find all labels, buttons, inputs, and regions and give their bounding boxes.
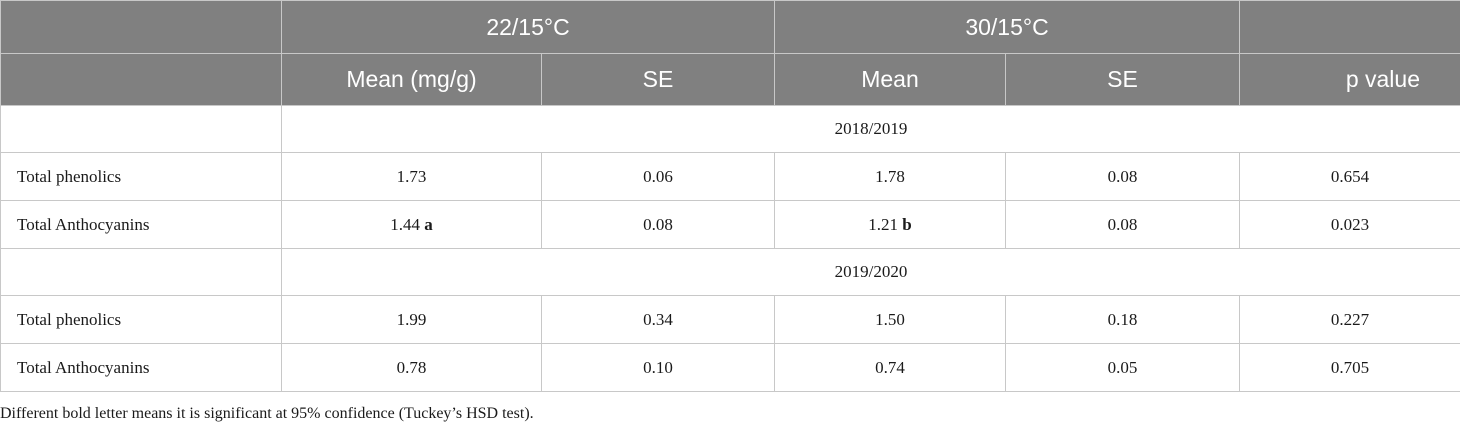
season-blank-cell	[0, 105, 282, 153]
se-30-cell: 0.05	[1005, 343, 1240, 392]
p-value-cell: 0.705	[1239, 343, 1460, 392]
mean-30-cell: 1.78	[774, 152, 1006, 201]
table-row: Total phenolics 1.99 0.34 1.50 0.18 0.22…	[0, 295, 1460, 344]
mean-22-cell: 1.73	[281, 152, 542, 201]
se-22-cell: 0.10	[541, 343, 775, 392]
season-blank-cell	[0, 248, 282, 296]
row-label: Total phenolics	[0, 152, 282, 201]
header-mean-30: Mean	[774, 53, 1006, 106]
se-22-cell: 0.34	[541, 295, 775, 344]
se-22-cell: 0.06	[541, 152, 775, 201]
significance-letter: a	[424, 214, 433, 234]
header-row-columns: Mean (mg/g) SE Mean SE p value	[0, 53, 1460, 106]
se-30-cell: 0.08	[1005, 152, 1240, 201]
season-label: 2019/2020	[281, 248, 1460, 296]
header-p-value: p value	[1239, 53, 1460, 106]
mean-22-cell: 1.44 a	[281, 200, 542, 249]
table-row: Total phenolics 1.73 0.06 1.78 0.08 0.65…	[0, 152, 1460, 201]
row-label: Total phenolics	[0, 295, 282, 344]
mean-22-cell: 0.78	[281, 343, 542, 392]
table-footnote: Different bold letter means it is signif…	[0, 405, 534, 422]
mean-30-value: 0.74	[875, 357, 905, 377]
row-label: Total Anthocyanins	[0, 200, 282, 249]
mean-22-value: 1.99	[396, 309, 427, 329]
mean-22-value: 0.78	[396, 357, 427, 377]
p-value-cell: 0.654	[1239, 152, 1460, 201]
mean-30-cell: 0.74	[774, 343, 1006, 392]
se-30-cell: 0.18	[1005, 295, 1240, 344]
table-row: Total Anthocyanins 0.78 0.10 0.74 0.05 0…	[0, 343, 1460, 392]
mean-30-cell: 1.50	[774, 295, 1006, 344]
header-se-30: SE	[1005, 53, 1240, 106]
season-row: 2018/2019	[0, 105, 1460, 153]
mean-30-value: 1.50	[875, 309, 905, 329]
mean-30-value: 1.78	[875, 166, 905, 186]
header-group-30-15: 30/15°C	[774, 0, 1240, 54]
p-value-cell: 0.227	[1239, 295, 1460, 344]
row-label: Total Anthocyanins	[0, 343, 282, 392]
mean-22-value: 1.73	[396, 166, 427, 186]
se-22-cell: 0.08	[541, 200, 775, 249]
table-row: Total Anthocyanins 1.44 a 0.08 1.21 b 0.…	[0, 200, 1460, 249]
mean-30-cell: 1.21 b	[774, 200, 1006, 249]
mean-22-value: 1.44	[390, 214, 420, 234]
header-corner-cell	[0, 0, 282, 54]
significance-letter: b	[902, 214, 912, 234]
season-label: 2018/2019	[281, 105, 1460, 153]
header-empty-cell	[1239, 0, 1460, 54]
p-value-cell: 0.023	[1239, 200, 1460, 249]
header-blank-cell	[0, 53, 282, 106]
mean-22-cell: 1.99	[281, 295, 542, 344]
header-group-22-15: 22/15°C	[281, 0, 775, 54]
se-30-cell: 0.08	[1005, 200, 1240, 249]
mean-30-value: 1.21	[868, 214, 899, 234]
results-table: 22/15°C 30/15°C Mean (mg/g) SE Mean SE p…	[0, 0, 1460, 392]
header-mean-mg: Mean (mg/g)	[281, 53, 542, 106]
season-row: 2019/2020	[0, 248, 1460, 296]
header-row-groups: 22/15°C 30/15°C	[0, 0, 1460, 54]
header-se-22: SE	[541, 53, 775, 106]
